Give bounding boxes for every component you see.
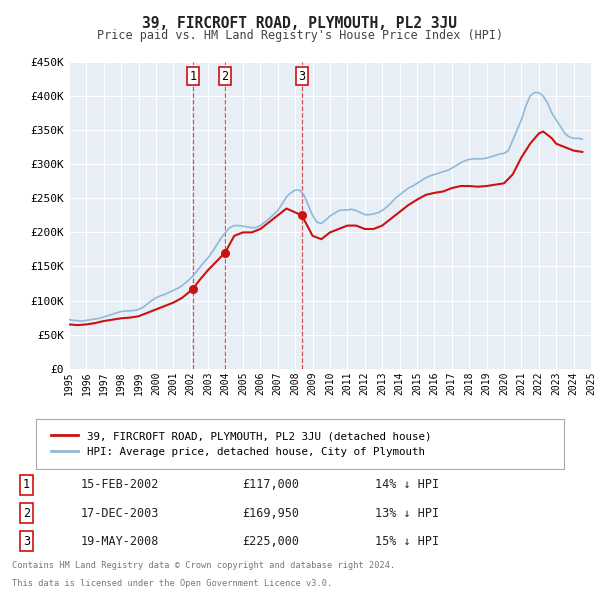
Text: £169,950: £169,950	[242, 506, 299, 520]
Text: 15-FEB-2002: 15-FEB-2002	[81, 478, 160, 491]
Text: 19-MAY-2008: 19-MAY-2008	[81, 535, 160, 548]
Text: 39, FIRCROFT ROAD, PLYMOUTH, PL2 3JU: 39, FIRCROFT ROAD, PLYMOUTH, PL2 3JU	[143, 16, 458, 31]
Text: 13% ↓ HPI: 13% ↓ HPI	[375, 506, 439, 520]
Text: 3: 3	[298, 70, 305, 83]
Text: 2: 2	[221, 70, 229, 83]
Legend: 39, FIRCROFT ROAD, PLYMOUTH, PL2 3JU (detached house), HPI: Average price, detac: 39, FIRCROFT ROAD, PLYMOUTH, PL2 3JU (de…	[47, 427, 436, 461]
Text: 1: 1	[190, 70, 196, 83]
Text: 14% ↓ HPI: 14% ↓ HPI	[375, 478, 439, 491]
Text: 2: 2	[23, 506, 30, 520]
Text: Contains HM Land Registry data © Crown copyright and database right 2024.: Contains HM Land Registry data © Crown c…	[12, 561, 395, 570]
Text: 3: 3	[23, 535, 30, 548]
Text: 17-DEC-2003: 17-DEC-2003	[81, 506, 160, 520]
Text: £117,000: £117,000	[242, 478, 299, 491]
Text: Price paid vs. HM Land Registry's House Price Index (HPI): Price paid vs. HM Land Registry's House …	[97, 30, 503, 42]
Text: £225,000: £225,000	[242, 535, 299, 548]
Text: 1: 1	[23, 478, 30, 491]
Text: This data is licensed under the Open Government Licence v3.0.: This data is licensed under the Open Gov…	[12, 579, 332, 588]
Text: 15% ↓ HPI: 15% ↓ HPI	[375, 535, 439, 548]
